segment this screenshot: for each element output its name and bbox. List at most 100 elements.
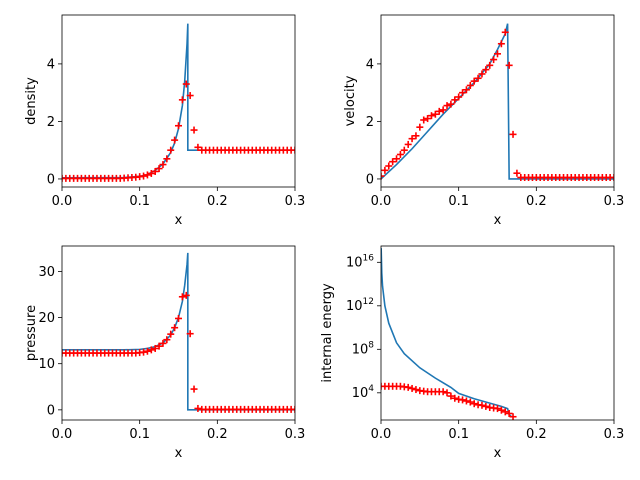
chart-panel-2: 0.0 0.1 0.2 0.3 0 10 20 30 x pressure xyxy=(24,245,306,461)
plot-area xyxy=(381,248,517,420)
data-point-marker xyxy=(412,132,420,140)
data-point-marker xyxy=(291,405,295,413)
data-point-marker xyxy=(404,140,412,148)
data-point-marker xyxy=(474,74,482,82)
x-tick-label: 0.1 xyxy=(129,194,150,209)
series-line xyxy=(381,248,513,418)
x-tick-label: 0.3 xyxy=(604,427,625,442)
data-point-marker xyxy=(447,392,455,400)
data-point-marker xyxy=(470,77,478,85)
data-point-marker xyxy=(381,172,385,180)
data-point-marker xyxy=(163,336,171,344)
series-line xyxy=(62,23,295,179)
data-point-marker xyxy=(505,409,513,417)
data-point-marker xyxy=(147,169,155,177)
y-tick-label: 104 xyxy=(352,384,375,401)
x-tick-label: 0.1 xyxy=(448,427,469,442)
data-point-marker xyxy=(459,89,467,97)
data-point-marker xyxy=(186,330,194,338)
plot-area xyxy=(62,252,295,413)
data-point-marker xyxy=(385,162,393,170)
data-point-marker xyxy=(186,92,194,100)
x-tick-label: 0.2 xyxy=(207,194,228,209)
data-point-marker xyxy=(404,383,412,391)
data-point-marker xyxy=(389,158,397,166)
plot-area xyxy=(381,23,614,182)
data-point-marker xyxy=(155,342,163,350)
data-point-marker xyxy=(291,146,295,154)
data-point-marker xyxy=(459,396,467,404)
data-point-marker xyxy=(451,96,459,104)
axes-frame xyxy=(61,14,296,188)
data-point-marker xyxy=(505,61,513,69)
y-axis-label: density xyxy=(24,77,39,125)
data-point-marker xyxy=(466,398,474,406)
axes-frame xyxy=(380,14,615,188)
data-point-marker xyxy=(194,404,202,412)
plot-area xyxy=(62,23,295,182)
x-tick-label: 0.2 xyxy=(526,194,547,209)
data-point-marker xyxy=(420,116,428,124)
x-tick-label: 0.0 xyxy=(52,427,73,442)
x-tick-label: 0.3 xyxy=(285,427,306,442)
chart-panel-3: 0.0 0.1 0.2 0.3 104 108 1012 1016 x internal ener… xyxy=(320,245,625,461)
y-axis-label: internal energy xyxy=(320,283,335,383)
data-point-marker xyxy=(182,291,190,299)
data-point-marker xyxy=(497,40,505,48)
data-point-marker xyxy=(408,384,416,392)
y-tick-label: 4 xyxy=(47,57,55,72)
y-axis-label: velocity xyxy=(343,75,358,126)
series-line xyxy=(381,23,614,180)
data-point-marker xyxy=(486,61,494,69)
data-point-marker xyxy=(439,106,447,114)
y-tick-label: 2 xyxy=(366,115,374,130)
data-point-marker xyxy=(393,155,401,163)
data-point-marker xyxy=(462,397,470,405)
x-tick-label: 0.2 xyxy=(207,427,228,442)
data-point-marker xyxy=(478,401,486,409)
data-point-marker xyxy=(151,344,159,352)
y-tick-label: 2 xyxy=(47,115,55,130)
axes-frame xyxy=(61,245,296,421)
data-point-marker xyxy=(182,80,190,88)
data-point-marker xyxy=(466,81,474,89)
x-tick-label: 0.1 xyxy=(448,194,469,209)
data-point-marker xyxy=(427,112,435,120)
data-point-marker xyxy=(490,56,498,64)
data-point-marker xyxy=(447,100,455,108)
y-tick-label: 30 xyxy=(38,265,55,280)
data-point-marker xyxy=(159,339,167,347)
data-point-marker xyxy=(470,400,478,408)
data-point-marker xyxy=(400,146,408,154)
data-point-marker xyxy=(435,107,443,115)
data-point-marker xyxy=(175,122,182,130)
data-point-marker xyxy=(494,50,501,58)
data-point-marker xyxy=(140,348,148,356)
chart-panel-0: 0.0 0.1 0.2 0.3 0 2 4 x density xyxy=(24,14,306,228)
data-point-marker xyxy=(147,346,155,354)
data-point-marker xyxy=(167,330,175,338)
data-point-marker xyxy=(501,408,509,416)
x-tick-label: 0.2 xyxy=(526,427,547,442)
x-tick-label: 0.3 xyxy=(604,194,625,209)
x-axis-label: x xyxy=(494,446,502,461)
x-tick-label: 0.1 xyxy=(129,427,150,442)
data-point-marker xyxy=(610,174,614,182)
data-point-marker xyxy=(194,143,202,151)
y-tick-label: 1012 xyxy=(346,297,374,314)
y-tick-label: 4 xyxy=(366,57,374,72)
chart-panel-1: 0.0 0.1 0.2 0.3 0 2 4 x velocity xyxy=(343,14,625,228)
data-point-marker xyxy=(190,126,198,134)
data-point-marker xyxy=(151,167,159,175)
y-tick-label: 108 xyxy=(352,340,375,357)
x-tick-label: 0.0 xyxy=(52,194,73,209)
data-point-marker xyxy=(509,130,517,138)
data-point-marker xyxy=(396,150,404,158)
data-point-marker xyxy=(482,402,490,410)
data-point-marker xyxy=(478,70,486,78)
data-point-marker xyxy=(439,388,447,396)
x-tick-label: 0.3 xyxy=(285,194,306,209)
data-point-marker xyxy=(140,172,148,180)
y-tick-label: 10 xyxy=(38,357,55,372)
y-tick-label: 0 xyxy=(47,403,55,418)
